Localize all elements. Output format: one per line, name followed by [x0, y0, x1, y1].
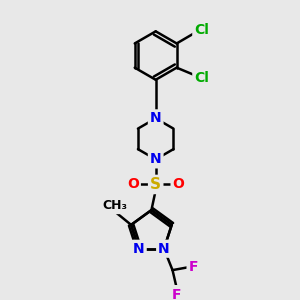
Text: N: N: [150, 152, 161, 167]
Text: O: O: [172, 178, 184, 191]
Text: S: S: [150, 177, 161, 192]
Text: N: N: [150, 111, 161, 125]
Text: Cl: Cl: [194, 70, 209, 85]
Text: CH₃: CH₃: [102, 199, 128, 212]
Text: N: N: [158, 242, 170, 256]
Text: F: F: [189, 260, 198, 274]
Text: N: N: [133, 242, 145, 256]
Text: O: O: [127, 178, 139, 191]
Text: F: F: [172, 288, 182, 300]
Text: Cl: Cl: [194, 23, 209, 37]
